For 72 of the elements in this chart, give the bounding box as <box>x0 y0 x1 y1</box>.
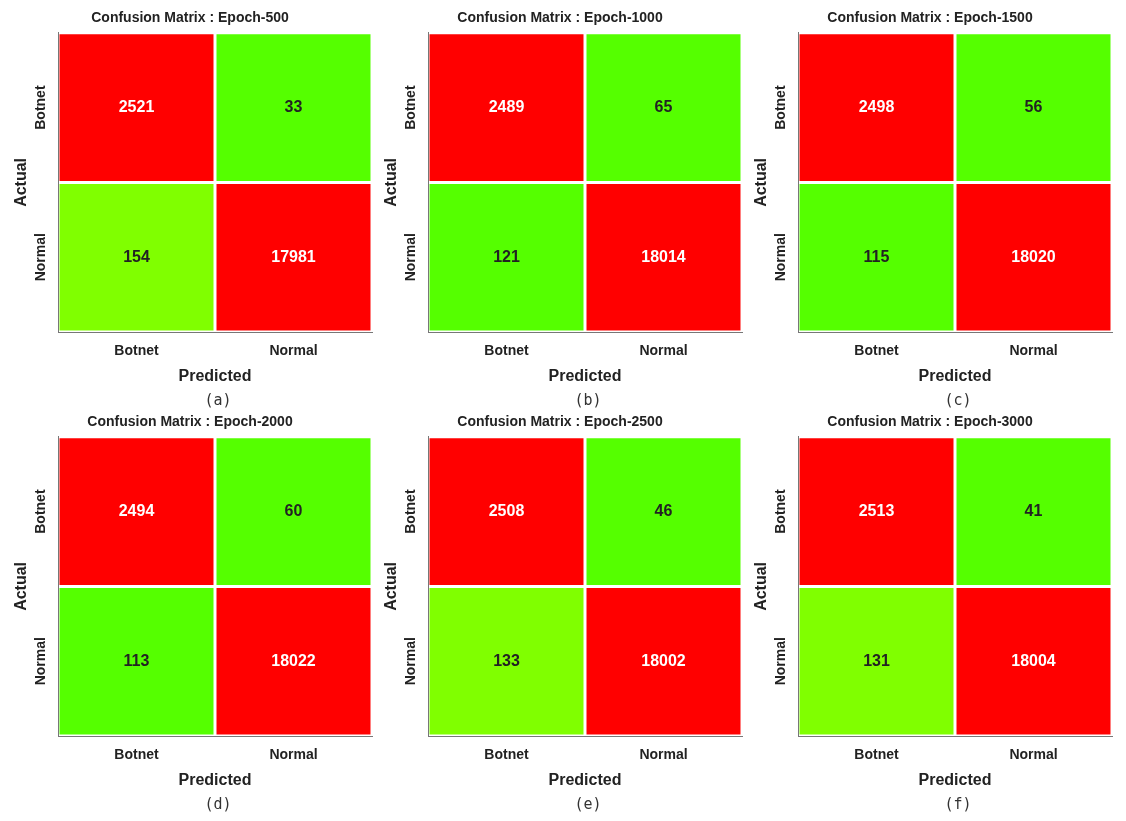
data-label: 18014 <box>641 247 686 265</box>
data-label: 18022 <box>271 651 316 669</box>
y-axis-title: Actual <box>382 561 400 611</box>
data-label: 154 <box>123 247 150 265</box>
data-label: 131 <box>863 651 890 669</box>
x-tick-label: Botnet <box>484 746 529 763</box>
y-axis-title: Actual <box>752 157 770 207</box>
x-tick-label: Botnet <box>854 342 899 359</box>
y-tick-label: Botnet <box>31 489 48 534</box>
x-tick-label: Normal <box>1009 746 1058 763</box>
data-label: 60 <box>284 502 303 520</box>
data-label: 56 <box>1024 98 1043 116</box>
data-label: 41 <box>1024 502 1043 520</box>
data-label: 18020 <box>1011 247 1056 265</box>
data-label: 115 <box>863 247 890 265</box>
data-label: 18004 <box>1011 651 1056 669</box>
data-label: 2498 <box>858 98 895 116</box>
x-axis-title: Predicted <box>918 770 992 788</box>
y-tick-label: Botnet <box>771 489 788 534</box>
text: (f) <box>943 794 973 814</box>
text: (d) <box>203 794 233 814</box>
data-label: 17981 <box>271 247 316 265</box>
y-tick-label: Botnet <box>401 489 418 534</box>
data-label: 113 <box>123 651 150 669</box>
x-tick-label: Botnet <box>484 342 529 359</box>
data-label: 121 <box>493 247 520 265</box>
data-label: 2521 <box>118 98 155 116</box>
chart-title: Confusion Matrix : Epoch-2000 <box>87 413 293 430</box>
data-label: 2489 <box>488 98 525 116</box>
x-tick-label: Normal <box>639 746 688 763</box>
y-tick-label: Normal <box>31 637 48 686</box>
data-label: 133 <box>493 651 520 669</box>
text: (b) <box>573 390 603 410</box>
y-tick-label: Normal <box>401 637 418 686</box>
chart-title: Confusion Matrix : Epoch-500 <box>91 9 289 26</box>
y-tick-label: Normal <box>401 233 418 282</box>
data-label: 65 <box>654 98 673 116</box>
chart-title: Confusion Matrix : Epoch-2500 <box>457 413 663 430</box>
x-tick-label: Normal <box>269 746 318 763</box>
chart-title: Confusion Matrix : Epoch-1500 <box>827 9 1033 26</box>
x-axis-title: Predicted <box>178 366 252 384</box>
chart-title: Confusion Matrix : Epoch-3000 <box>827 413 1033 430</box>
y-tick-label: Normal <box>771 233 788 282</box>
y-tick-label: Botnet <box>771 85 788 130</box>
x-axis-title: Predicted <box>548 770 622 788</box>
text: (c) <box>943 390 973 410</box>
y-axis-title: Actual <box>382 157 400 207</box>
x-axis-title: Predicted <box>548 366 622 384</box>
x-axis-title: Predicted <box>918 366 992 384</box>
y-tick-label: Normal <box>771 637 788 686</box>
y-axis-title: Actual <box>752 561 770 611</box>
x-tick-label: Normal <box>639 342 688 359</box>
y-tick-label: Botnet <box>31 85 48 130</box>
data-label: 18002 <box>641 651 686 669</box>
x-axis-title: Predicted <box>178 770 252 788</box>
chart-title: Confusion Matrix : Epoch-1000 <box>457 9 663 26</box>
y-axis-title: Actual <box>12 157 30 207</box>
data-label: 2494 <box>118 502 155 520</box>
x-tick-label: Botnet <box>114 342 159 359</box>
y-axis-title: Actual <box>12 561 30 611</box>
x-tick-label: Botnet <box>854 746 899 763</box>
y-tick-label: Botnet <box>401 85 418 130</box>
text: (a) <box>203 390 233 410</box>
y-tick-label: Normal <box>31 233 48 282</box>
data-label: 46 <box>654 502 673 520</box>
data-label: 2513 <box>858 502 895 520</box>
data-label: 33 <box>284 98 303 116</box>
x-tick-label: Normal <box>269 342 318 359</box>
x-tick-label: Normal <box>1009 342 1058 359</box>
data-label: 2508 <box>488 502 525 520</box>
text: (e) <box>573 794 603 814</box>
x-tick-label: Botnet <box>114 746 159 763</box>
